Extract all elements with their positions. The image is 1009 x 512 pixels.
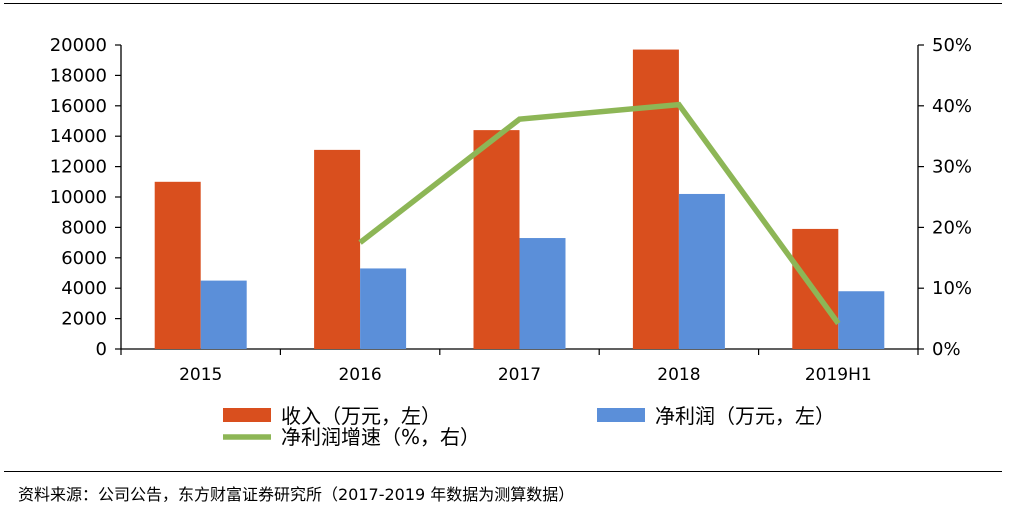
left-tick-label: 10000	[50, 187, 107, 208]
right-tick-label: 50%	[932, 35, 972, 56]
left-tick-label: 6000	[61, 248, 107, 269]
legend-label-net-profit: 净利润（万元，左）	[655, 404, 835, 428]
left-tick-label: 2000	[61, 309, 107, 330]
left-tick-label: 0	[96, 339, 107, 360]
left-tick-label: 18000	[50, 65, 107, 86]
chart-legend: 收入（万元，左） 净利润（万元，左） 净利润增速（%，右）	[223, 404, 835, 449]
left-tick-label: 4000	[61, 278, 107, 299]
legend-label-growth: 净利润增速（%，右）	[281, 425, 480, 449]
x-tick-label: 2017	[498, 365, 541, 385]
right-tick-label: 0%	[932, 339, 961, 360]
bar-net-profit	[200, 280, 247, 349]
left-tick-label: 14000	[50, 126, 107, 147]
x-tick-label: 2018	[657, 365, 700, 385]
line-series	[358, 101, 841, 326]
bar-net-profit	[678, 193, 725, 349]
left-tick-label: 8000	[61, 217, 107, 238]
legend-swatch-revenue	[223, 408, 271, 422]
right-tick-label: 30%	[932, 157, 972, 178]
x-tick-label: 2019H1	[805, 365, 872, 385]
bar-revenue	[314, 149, 361, 349]
x-tick-label: 2015	[179, 365, 222, 385]
bar-revenue	[154, 181, 201, 349]
bottom-rule	[4, 471, 1002, 472]
left-tick-label: 16000	[50, 96, 107, 117]
line-growth-rate	[358, 101, 841, 326]
top-rule	[4, 3, 1002, 4]
left-tick-label: 20000	[50, 35, 107, 56]
legend-swatch-net-profit	[597, 408, 645, 422]
legend-label-revenue: 收入（万元，左）	[281, 404, 441, 428]
bar-net-profit	[838, 291, 885, 349]
bar-revenue	[473, 130, 520, 349]
x-tick-label: 2016	[338, 365, 381, 385]
bar-series	[154, 49, 885, 350]
bar-net-profit	[360, 268, 407, 349]
bar-revenue	[632, 49, 679, 350]
combo-chart: 0 2000 4000 6000 8000 10000 12000 14000 16000 180…	[50, 35, 972, 449]
right-tick-label: 20%	[932, 217, 972, 238]
right-tick-label: 40%	[932, 96, 972, 117]
left-tick-label: 12000	[50, 157, 107, 178]
chart-axes: 0 2000 4000 6000 8000 10000 12000 14000 16000 180…	[50, 35, 972, 385]
source-note: 资料来源：公司公告，东方财富证券研究所（2017-2019 年数据为测算数据）	[18, 485, 575, 504]
bar-net-profit	[519, 238, 566, 349]
right-tick-label: 10%	[932, 278, 972, 299]
